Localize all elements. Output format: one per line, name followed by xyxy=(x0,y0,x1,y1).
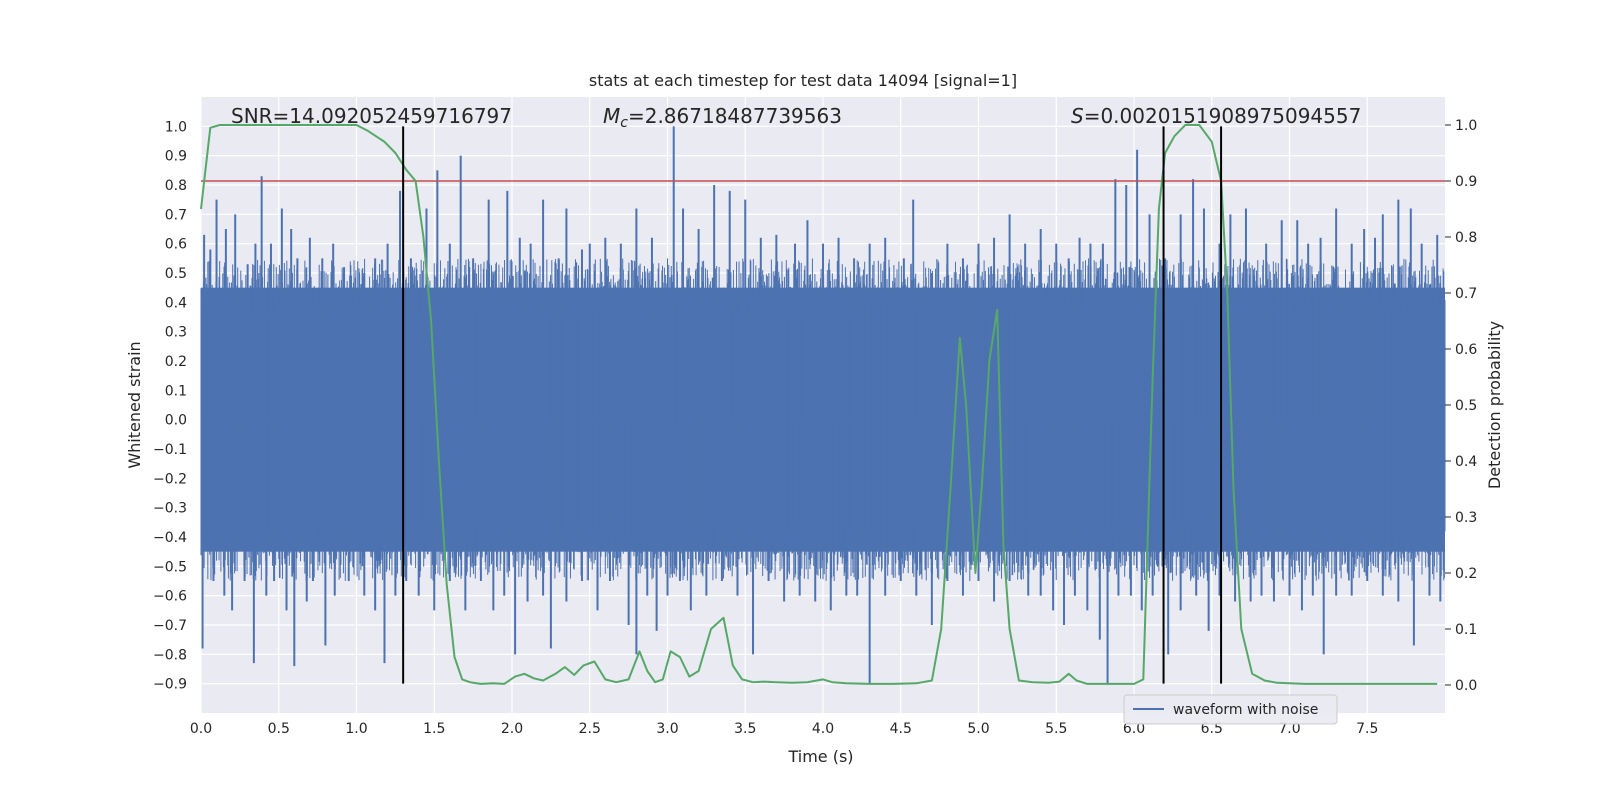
y-tick-label: −0.5 xyxy=(153,559,187,575)
y-axis-label: Whitened strain xyxy=(125,341,144,468)
x-tick-label: 5.0 xyxy=(967,721,989,737)
y2-tick-label: 0.8 xyxy=(1455,230,1477,246)
y2-tick-label: 0.3 xyxy=(1455,510,1477,526)
chart-title: stats at each timestep for test data 140… xyxy=(589,71,1017,90)
y-tick-label: −0.9 xyxy=(153,677,187,693)
y2-tick-label: 0.6 xyxy=(1455,342,1477,358)
x-tick-label: 7.0 xyxy=(1278,721,1300,737)
x-tick-label: 4.5 xyxy=(890,721,912,737)
y2-tick-label: 0.2 xyxy=(1455,566,1477,582)
x-tick-label: 1.5 xyxy=(423,721,445,737)
x-tick-label: 3.5 xyxy=(734,721,756,737)
y2-tick-label: 0.9 xyxy=(1455,174,1477,190)
y-tick-label: 0.7 xyxy=(165,207,187,223)
y-tick-label: 1.0 xyxy=(165,119,187,135)
y-tick-label: −0.4 xyxy=(153,530,187,546)
tick-labels: 0.0 0.5 1.0 1.5 2.0 2.5 3.0 3.5 4.0 4.5 5.0 5.5 6.0 6… xyxy=(153,118,1477,737)
chirp-mass-value: =2.86718487739563 xyxy=(628,104,842,128)
x-axis-label: Time (s) xyxy=(787,747,853,766)
chirp-mass-subscript: c xyxy=(620,115,628,131)
y-tick-label: −0.1 xyxy=(153,442,187,458)
y-tick-label: 0.9 xyxy=(165,149,187,165)
y-tick-label: 0.4 xyxy=(165,295,187,311)
probability-series xyxy=(200,124,1445,685)
y-tick-label: −0.8 xyxy=(153,647,187,663)
x-tick-label: 2.0 xyxy=(501,721,523,737)
y-tick-label: 0.3 xyxy=(165,325,187,341)
s-annotation: S=0.0020151908975094557 xyxy=(1071,104,1361,128)
x-tick-label: 6.5 xyxy=(1201,721,1223,737)
vertical-markers xyxy=(402,126,1223,684)
x-tick-label: 4.0 xyxy=(812,721,834,737)
y2-tick-label: 0.4 xyxy=(1455,454,1477,470)
waveform-series xyxy=(200,126,1446,684)
y-tick-label: −0.6 xyxy=(153,589,187,605)
chirp-mass-symbol: M xyxy=(603,104,620,128)
snr-annotation: SNR=14.092052459716797 xyxy=(231,104,512,128)
y-tick-label: −0.7 xyxy=(153,618,187,634)
s-value: =0.0020151908975094557 xyxy=(1084,104,1362,128)
x-tick-label: 3.0 xyxy=(656,721,678,737)
x-tick-label: 1.0 xyxy=(345,721,367,737)
y-tick-label: 0.2 xyxy=(165,354,187,370)
legend-box xyxy=(1123,694,1338,725)
y2-tick-label: 0.1 xyxy=(1455,622,1477,638)
x-tick-label: 2.5 xyxy=(579,721,601,737)
s-symbol: S xyxy=(1071,104,1084,128)
chirp-mass-annotation: Mc=2.86718487739563 xyxy=(603,104,842,131)
y-tick-label: 0.8 xyxy=(165,178,187,194)
y-tick-label: 0.1 xyxy=(165,383,187,399)
y2-axis-label: Detection probability xyxy=(1485,321,1504,489)
legend: waveform with noise xyxy=(1123,694,1338,725)
y2-tick-label: 0.0 xyxy=(1455,678,1477,694)
y-tick-label: 0.6 xyxy=(165,237,187,253)
probability-line xyxy=(200,124,1438,685)
y-tick-label: −0.2 xyxy=(153,471,187,487)
y-tick-label: −0.3 xyxy=(153,501,187,517)
x-tick-label: 7.5 xyxy=(1356,721,1378,737)
y-tick-label: 0.5 xyxy=(165,266,187,282)
x-tick-label: 5.5 xyxy=(1045,721,1067,737)
y2-tick-label: 0.5 xyxy=(1455,398,1477,414)
y2-tick-label: 1.0 xyxy=(1455,118,1477,134)
x-tick-label: 6.0 xyxy=(1123,721,1145,737)
x-tick-label: 0.0 xyxy=(190,721,212,737)
x-tick-label: 0.5 xyxy=(268,721,290,737)
y2-tick-label: 0.7 xyxy=(1455,286,1477,302)
legend-entry-waveform: waveform with noise xyxy=(1173,702,1318,718)
y-tick-label: 0.0 xyxy=(165,413,187,429)
